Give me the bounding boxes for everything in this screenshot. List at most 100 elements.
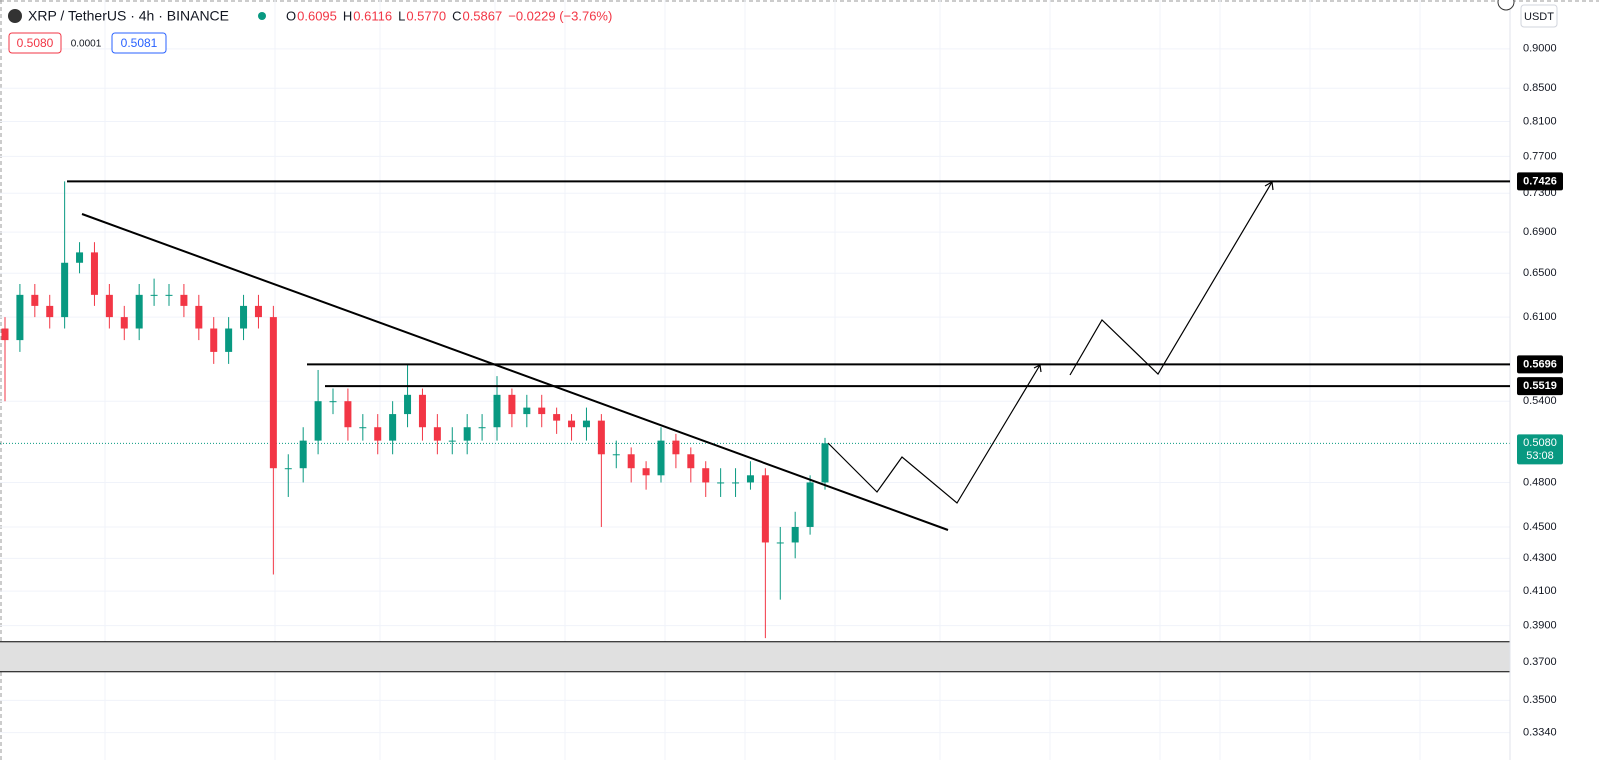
buy-price[interactable]: 0.5081 [121, 36, 158, 50]
buy-button[interactable] [111, 32, 167, 54]
y-tick-label: 0.9000 [1523, 43, 1557, 55]
ohlc-value: 0.6095 [297, 8, 337, 23]
candle-body [523, 407, 531, 415]
y-tick-label: 0.4500 [1523, 521, 1557, 533]
candle-body [195, 305, 203, 329]
candle-body [180, 294, 188, 306]
candle-body [90, 252, 98, 295]
candle-body [404, 394, 412, 415]
trendline [81, 213, 949, 531]
ohlc-value: 0.6116 [353, 8, 392, 23]
y-tick-label: 0.6100 [1523, 311, 1557, 323]
spread: 0.0001 [71, 39, 102, 50]
candle-body [374, 427, 382, 441]
symbol: XRP / TetherUS · 4h · BINANCE [28, 8, 229, 24]
candle-body [538, 407, 546, 415]
price-tag [1517, 434, 1563, 465]
candle-body [448, 440, 456, 442]
countdown: 53:08 [1526, 450, 1554, 462]
candle-body [16, 294, 24, 341]
candle-body [732, 482, 740, 484]
candle-body [210, 328, 218, 352]
candle-body [46, 305, 54, 318]
price-tag [1517, 355, 1563, 374]
price-tag-label: 0.5696 [1523, 358, 1557, 370]
ohlc-value: 0.5770 [406, 8, 446, 23]
ohlc-label: C [452, 8, 461, 23]
y-tick-label: 0.4300 [1523, 552, 1557, 564]
grid [104, 0, 1421, 760]
candle-body [389, 414, 397, 441]
currency-button[interactable] [1520, 4, 1558, 28]
candle-body [717, 482, 725, 484]
y-tick-label: 0.8500 [1523, 82, 1557, 94]
candle-body [627, 454, 635, 469]
candle-body [672, 440, 680, 455]
candle-body [791, 526, 799, 543]
candle-body [299, 440, 307, 469]
candle-body [314, 401, 322, 441]
candle-body [478, 427, 486, 429]
projection [827, 364, 1041, 504]
candle-body [746, 475, 754, 483]
candle-body [821, 443, 829, 483]
candle-body [31, 294, 39, 306]
candle-body [702, 468, 710, 483]
y-tick-label: 0.3500 [1523, 694, 1557, 706]
candle-body [761, 475, 769, 543]
candle-body [344, 401, 352, 428]
candle-body [418, 394, 426, 428]
y-tick-label: 0.3900 [1523, 620, 1557, 632]
y-tick-label: 0.5400 [1523, 395, 1557, 407]
candle-body [806, 482, 814, 527]
ohlc-label: H [343, 8, 352, 23]
add-button[interactable] [1497, 0, 1515, 11]
candle-body [433, 427, 441, 441]
candle-body [493, 394, 501, 428]
candle-body [642, 468, 650, 476]
ohlc-label: L [398, 8, 405, 23]
candle-body [135, 294, 143, 329]
sell-button[interactable] [8, 32, 62, 54]
change: −0.0229 (−3.76%) [508, 8, 612, 23]
candle-body [1, 328, 9, 341]
candle-body [568, 420, 576, 428]
candle-body [687, 454, 695, 469]
ohlc-label: O [286, 8, 296, 23]
projection [1069, 181, 1273, 376]
candle-body [612, 454, 620, 456]
price-tag-label: 0.5519 [1523, 380, 1557, 392]
candle-body [463, 427, 471, 441]
price-tag-label: 0.5080 [1523, 437, 1557, 449]
candle-body [269, 317, 277, 469]
candle-body [657, 440, 665, 476]
y-tick-label: 0.3700 [1523, 656, 1557, 668]
candle-body [61, 262, 69, 318]
y-tick-label: 0.6500 [1523, 267, 1557, 279]
candle-body [776, 542, 784, 544]
candle-body [553, 414, 561, 421]
candle-body [359, 427, 367, 429]
candle-body [120, 317, 128, 329]
price-tag-label: 0.7426 [1523, 175, 1557, 187]
y-tick-label: 0.3340 [1523, 727, 1557, 739]
candle-body [508, 394, 516, 415]
candle-body [582, 420, 590, 428]
status-dot [258, 12, 266, 20]
candle-body [165, 294, 173, 296]
candle-body [240, 305, 248, 329]
plot [0, 48, 1510, 734]
candle-body [329, 401, 337, 403]
y-tick-label: 0.7700 [1523, 150, 1557, 162]
y-tick-label: 0.4100 [1523, 585, 1557, 597]
symbol-icon [8, 9, 22, 23]
zone [0, 641, 1510, 672]
sell-price[interactable]: 0.5080 [17, 36, 54, 50]
candle-body [76, 252, 84, 263]
candle-body [225, 328, 233, 352]
candle-body [150, 294, 158, 296]
candle-body [284, 468, 292, 470]
price-tag [1517, 172, 1563, 191]
y-tick-label: 0.6900 [1523, 226, 1557, 238]
currency[interactable]: USDT [1524, 11, 1554, 23]
